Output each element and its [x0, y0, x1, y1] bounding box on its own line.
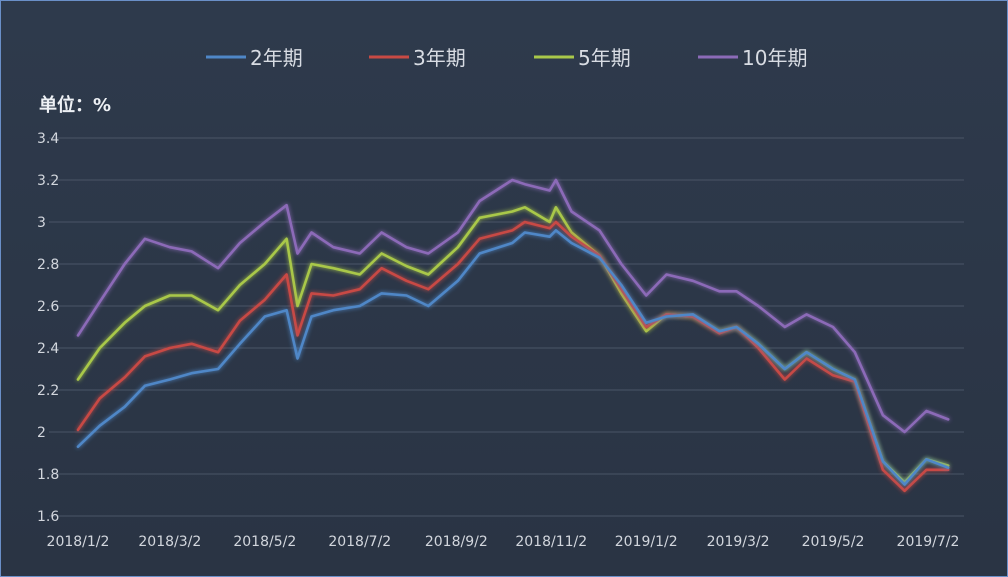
y-tick-label: 3.2 [37, 173, 59, 189]
unit-label: 单位：% [39, 94, 111, 116]
x-tick-label: 2018/1/2 [47, 534, 110, 550]
y-axis-ticks: 1.6 1.8 2 2.2 2.4 2.6 2.8 3 3.2 3.4 [37, 131, 59, 525]
y-tick-label: 1.6 [37, 509, 59, 525]
y-tick-label: 1.8 [37, 467, 59, 483]
grid-lines [49, 137, 964, 517]
x-tick-label: 2018/9/2 [425, 534, 488, 550]
y-tick-label: 2.6 [37, 299, 59, 315]
x-tick-label: 2019/1/2 [615, 534, 678, 550]
y-tick-label: 3 [37, 215, 46, 231]
x-tick-label: 2018/7/2 [328, 534, 391, 550]
series-line [76, 220, 950, 493]
plot-series [76, 178, 950, 493]
x-tick-label: 2019/7/2 [897, 534, 960, 550]
legend-label: 3年期 [413, 46, 466, 70]
legend-label: 10年期 [742, 46, 807, 70]
legend-label: 2年期 [250, 46, 303, 70]
y-tick-label: 2 [37, 425, 46, 441]
x-tick-label: 2018/3/2 [138, 534, 201, 550]
series-line [76, 206, 950, 484]
legend-label: 5年期 [578, 46, 631, 70]
x-tick-label: 2018/5/2 [233, 534, 296, 550]
y-tick-label: 2.2 [37, 383, 59, 399]
x-tick-label: 2019/5/2 [802, 534, 865, 550]
x-axis-ticks: 2018/1/2 2018/3/2 2018/5/2 2018/7/2 2018/9/2… [47, 534, 960, 550]
x-tick-label: 2019/3/2 [707, 534, 770, 550]
series-line [76, 229, 950, 486]
series-line [76, 178, 950, 434]
y-tick-label: 2.8 [37, 257, 59, 273]
x-tick-label: 2018/11/2 [515, 534, 587, 550]
y-tick-label: 2.4 [37, 341, 59, 357]
legend: 2年期 3年期 5年期 10年期 [206, 46, 807, 70]
y-tick-label: 3.4 [37, 131, 59, 147]
